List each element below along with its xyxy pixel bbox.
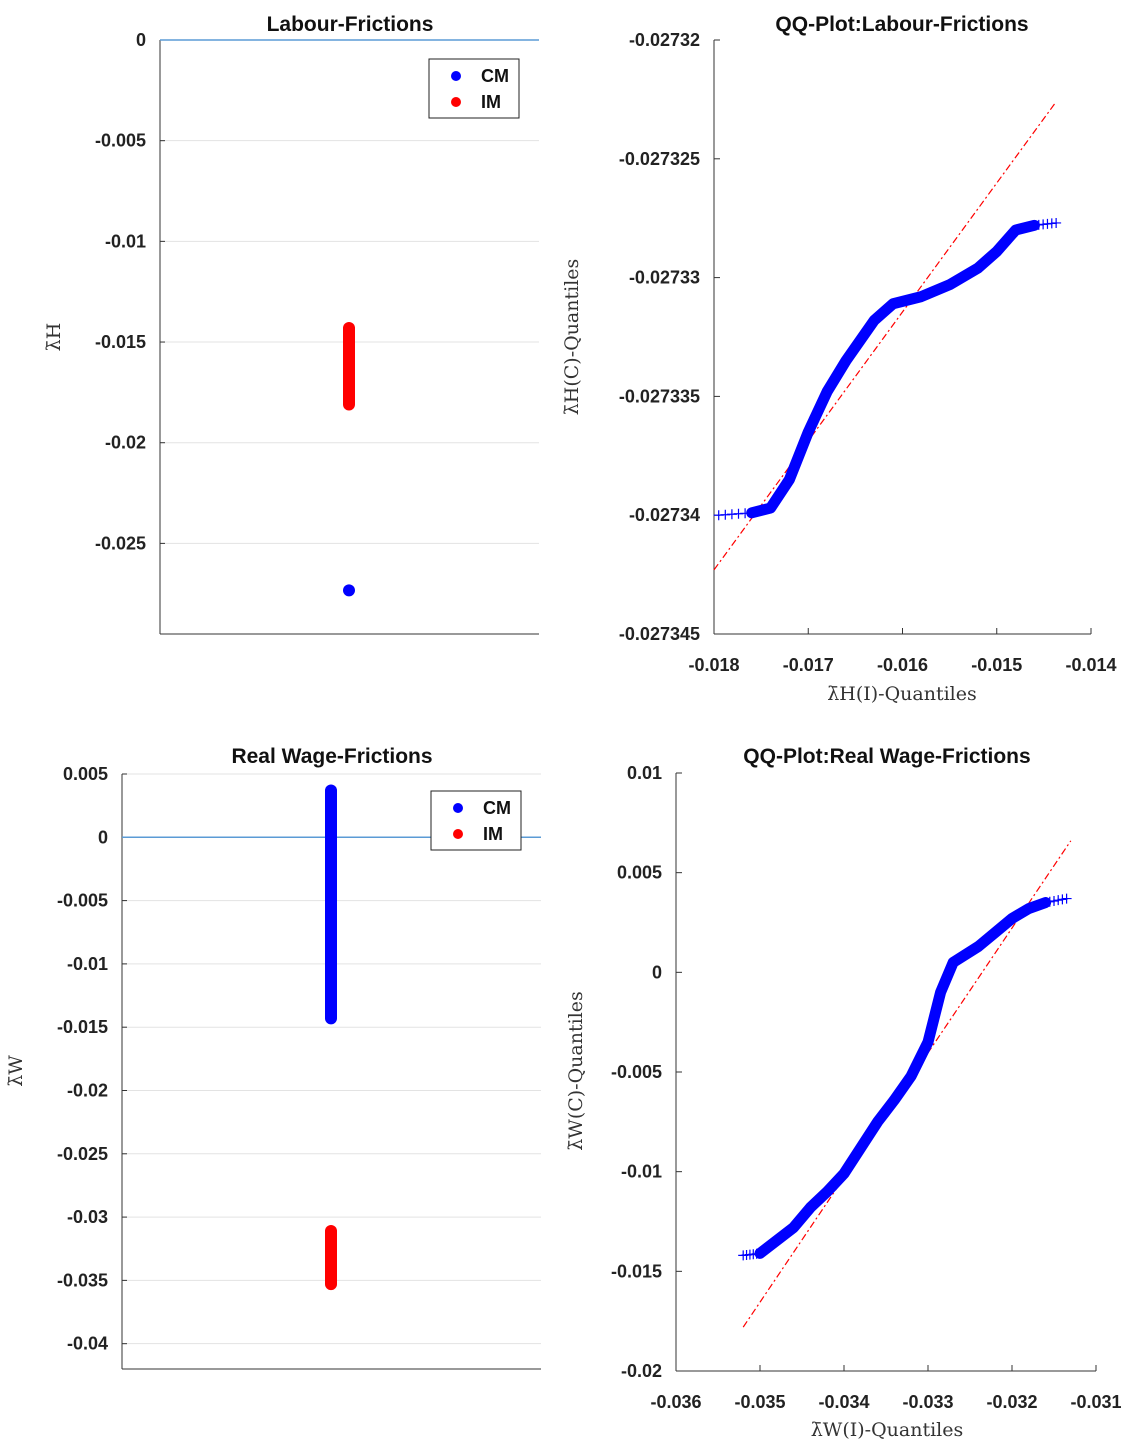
- panel-qq-labour-frictions: QQ-Plot:Labour-Frictions -0.02732-0.0273…: [561, 13, 1117, 705]
- y-tick-label: -0.02734: [629, 505, 700, 525]
- qq-reference-line: [713, 101, 1057, 571]
- y-tick-label: -0.035: [57, 1270, 108, 1290]
- y-tick-label: -0.015: [57, 1017, 108, 1037]
- chart-title: QQ-Plot:Real Wage-Frictions: [743, 745, 1030, 768]
- y-tick-label: -0.005: [611, 1062, 662, 1082]
- legend-box: [430, 790, 522, 851]
- x-tick-label: -0.036: [650, 1392, 701, 1412]
- panel-real-wage-frictions: Real Wage-Frictions 0.005 0 -0.005 -0.01 -0.…: [5, 745, 541, 1370]
- qq-point-marker: [1044, 896, 1055, 907]
- x-tick-label: -0.014: [1065, 655, 1116, 675]
- panel-qq-real-wage-frictions: QQ-Plot:Real Wage-Frictions 0.01 0.005 0 -0…: [565, 745, 1122, 1441]
- x-tick-label: -0.034: [818, 1392, 869, 1412]
- y-tick-label: -0.027335: [619, 386, 700, 406]
- y-tick-label: -0.01: [67, 954, 108, 974]
- chart-title: Labour-Frictions: [267, 13, 434, 36]
- y-tick-label: 0.01: [627, 763, 662, 783]
- y-tick-label: -0.005: [57, 891, 108, 911]
- y-tick-label: 0.005: [617, 863, 662, 883]
- legend: CM IM: [428, 58, 520, 119]
- y-tick-label: -0.02: [105, 433, 146, 453]
- y-tick-label: 0: [98, 827, 108, 847]
- y-axis-label: λ̄W(C)-Quantiles: [565, 991, 587, 1151]
- qq-quantile-curve: [754, 897, 1052, 1259]
- y-tick-label: -0.015: [611, 1261, 662, 1281]
- qq-point-marker: [1040, 897, 1051, 908]
- y-tick-label: 0: [136, 30, 146, 50]
- y-tick-label: -0.027345: [619, 624, 700, 644]
- y-tick-label: -0.015: [95, 332, 146, 352]
- x-tick-label: -0.031: [1070, 1392, 1121, 1412]
- y-axis-label: λ̄W: [5, 1055, 27, 1087]
- y-axis-label: λ̄H: [43, 323, 65, 352]
- y-tick-label: -0.02: [67, 1080, 108, 1100]
- qq-point-marker: [1057, 894, 1068, 905]
- x-tick-label: -0.017: [783, 655, 834, 675]
- legend-marker-im: [451, 97, 461, 107]
- y-tick-labels: 0.01 0.005 0 -0.005 -0.01 -0.015 -0.02: [611, 763, 682, 1381]
- qq-point-marker: [1061, 893, 1072, 904]
- x-tick-label: -0.035: [734, 1392, 785, 1412]
- qq-point-marker: [1051, 217, 1062, 228]
- qq-point-marker: [746, 507, 757, 518]
- y-tick-label: -0.02: [621, 1361, 662, 1381]
- series-point-cm: [343, 584, 355, 597]
- legend-label-cm: CM: [481, 66, 509, 86]
- qq-point-marker: [1053, 895, 1064, 906]
- y-tick-label: -0.02733: [629, 268, 700, 288]
- y-tick-label: -0.01: [105, 231, 146, 251]
- qq-point-marker: [1049, 895, 1059, 906]
- panel-labour-frictions: Labour-Frictions 0 -0.005 -0.01 -0.015 -0.02…: [43, 13, 539, 635]
- x-tick-label: -0.032: [986, 1392, 1037, 1412]
- y-tick-label: -0.03: [67, 1207, 108, 1227]
- y-axis-label: λ̄H(C)-Quantiles: [561, 259, 583, 416]
- x-tick-labels: -0.018 -0.017 -0.016 -0.015 -0.014: [688, 628, 1117, 675]
- y-grid: [122, 773, 541, 1345]
- legend-marker-cm: [451, 71, 461, 81]
- y-tick-label: -0.04: [67, 1334, 108, 1354]
- chart-title: Real Wage-Frictions: [231, 745, 432, 768]
- x-tick-label: -0.033: [902, 1392, 953, 1412]
- legend-label-im: IM: [481, 92, 501, 112]
- legend-box: [428, 58, 520, 119]
- x-tick-label: -0.015: [971, 655, 1022, 675]
- qq-quantile-curve: [746, 219, 1040, 519]
- y-tick-labels: 0.005 0 -0.005 -0.01 -0.015 -0.02 -0.025 -0.03 -…: [57, 764, 127, 1354]
- y-tick-labels: 0 -0.005 -0.01 -0.015 -0.02 -0.025: [95, 30, 165, 553]
- y-tick-label: -0.025: [57, 1144, 108, 1164]
- qq-point-marker: [755, 1248, 765, 1259]
- y-tick-label: 0.005: [63, 764, 108, 784]
- y-tick-label: -0.025: [95, 533, 146, 553]
- legend-label-im: IM: [483, 824, 503, 844]
- legend-marker-cm: [453, 803, 463, 813]
- y-tick-label: -0.01: [621, 1162, 662, 1182]
- y-tick-label: -0.02732: [629, 30, 700, 50]
- legend-marker-im: [453, 829, 463, 839]
- x-tick-labels: -0.036 -0.035 -0.034 -0.033 -0.032 -0.031: [650, 1365, 1122, 1412]
- y-tick-label: 0: [652, 962, 662, 982]
- y-tick-labels: -0.02732 -0.027325 -0.02733 -0.027335 -0.027…: [619, 30, 720, 644]
- y-tick-label: -0.005: [95, 131, 146, 151]
- legend: CM IM: [430, 790, 522, 851]
- x-axis-label: λ̄W(I)-Quantiles: [811, 1419, 963, 1441]
- chart-title: QQ-Plot:Labour-Frictions: [775, 13, 1028, 36]
- x-tick-label: -0.018: [688, 655, 739, 675]
- y-tick-label: -0.027325: [619, 149, 700, 169]
- x-axis-label: λ̄H(I)-Quantiles: [827, 683, 977, 705]
- x-tick-label: -0.016: [877, 655, 928, 675]
- legend-label-cm: CM: [483, 798, 511, 818]
